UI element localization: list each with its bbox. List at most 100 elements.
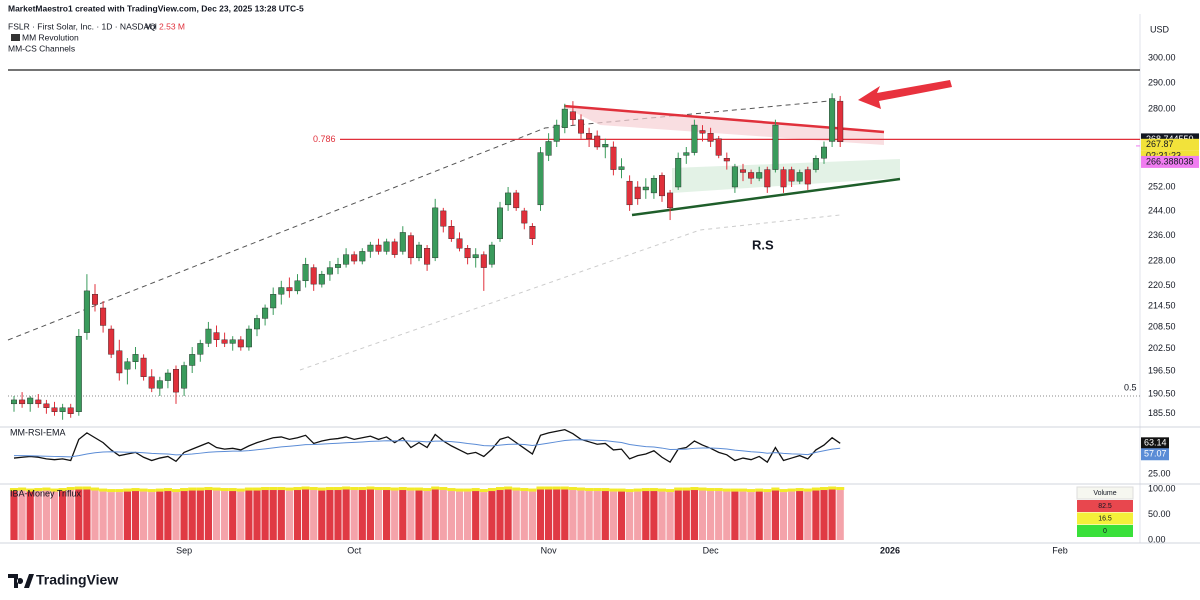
vol-value: 2.53 M [159,21,185,31]
triflux-bar [658,491,666,540]
candle-body [699,130,706,134]
y-tick-label: 300.00 [1148,52,1176,62]
triflux-cap [811,487,820,491]
candle-body [659,175,666,197]
triflux-bar [666,492,674,540]
table-cell [1077,512,1133,525]
triflux-bar [188,490,196,540]
pane-title: IBA-Money Triflux [10,488,82,498]
triflux-bar [172,492,180,540]
triflux-cap [528,488,537,492]
triflux-cap [350,487,359,491]
triflux-cap [99,488,108,492]
triflux-bar [472,491,480,540]
y-tick-label: 50.00 [1148,509,1171,519]
triflux-cap [309,487,318,491]
triflux-cap [738,488,748,492]
candle-body [75,335,82,412]
candle-body [83,290,90,333]
triflux-cap [657,488,667,492]
triflux-cap [301,486,310,490]
candle-body [497,207,504,239]
triflux-cap [261,487,270,491]
triflux-bar [820,490,828,540]
triflux-cap [552,486,561,490]
triflux-cap [763,489,772,493]
triflux-cap [358,487,367,491]
triflux-cap [755,488,764,492]
triflux-bar [520,491,528,540]
indicator-price-tag: 266.388038 [1146,156,1194,166]
last-price-tag: 267.87 [1146,139,1174,149]
candle-body [270,294,277,309]
candle-body [27,397,34,405]
credit: MarketMaestro1 created with TradingView.… [8,3,304,13]
candle-body [464,248,471,259]
candle-body [197,343,204,355]
table-header [1076,486,1134,500]
triflux-bar [617,491,626,540]
candle-body [667,192,674,209]
triflux-bar [342,489,350,540]
candle-body [278,287,285,295]
candle-body [375,244,382,252]
triflux-bar [731,491,739,540]
triflux-bar [536,489,545,540]
x-tick-label: Feb [1052,545,1068,555]
triflux-cap [649,488,658,492]
candle-body [796,172,803,182]
candle-body [448,226,455,239]
triflux-bar [196,490,204,540]
triflux-cap [601,488,610,492]
triflux-cap [560,486,569,490]
candle-body [59,407,66,412]
triflux-bar [399,490,407,540]
triflux-cap [536,486,545,490]
triflux-cap [366,486,375,490]
candle-body [35,399,42,405]
candle-body [780,169,787,188]
triflux-cap [633,488,642,492]
candle-body [837,100,844,143]
triflux-cap [406,487,415,491]
rsi-tag-bg [1141,448,1169,461]
candle-body [172,369,179,393]
triflux-cap [625,489,634,493]
triflux-cap [90,487,100,491]
candle-body [302,264,309,282]
candle-body [91,294,98,305]
candle-body [156,380,163,389]
x-tick-label: Nov [541,545,558,555]
triflux-cap [390,487,399,491]
triflux-cap [706,488,715,492]
triflux-bar [107,492,115,540]
currency: USD [1150,24,1170,34]
triflux-bar [747,492,755,540]
triflux-bar [739,491,747,540]
triflux-bar [561,489,569,540]
channel-upper [7,99,841,341]
x-tick-label: 2026 [880,545,900,555]
triflux-cap [196,487,205,491]
triflux-bar [302,489,310,540]
triflux-bar [423,491,431,540]
x-tick-label: Dec [703,545,720,555]
y-tick-label: 252.00 [1148,181,1176,191]
y-tick-label: 25.00 [1148,469,1171,479]
triflux-bar [455,491,464,540]
triflux-bar [569,490,577,540]
triflux-bar [796,491,804,540]
y-tick-label: 196.50 [1148,365,1176,375]
arrow [858,80,952,109]
y-tick-label: 220.50 [1148,280,1176,290]
candle-body [788,169,795,182]
candle-body [569,111,576,120]
triflux-bar [59,491,67,540]
triflux-bar [715,491,723,540]
candle-body [537,152,544,206]
y-tick-label: 280.00 [1148,103,1176,113]
triflux-bar [269,490,277,540]
triflux-bar [67,490,75,540]
triflux-cap [779,489,788,493]
candle-body [691,124,698,153]
